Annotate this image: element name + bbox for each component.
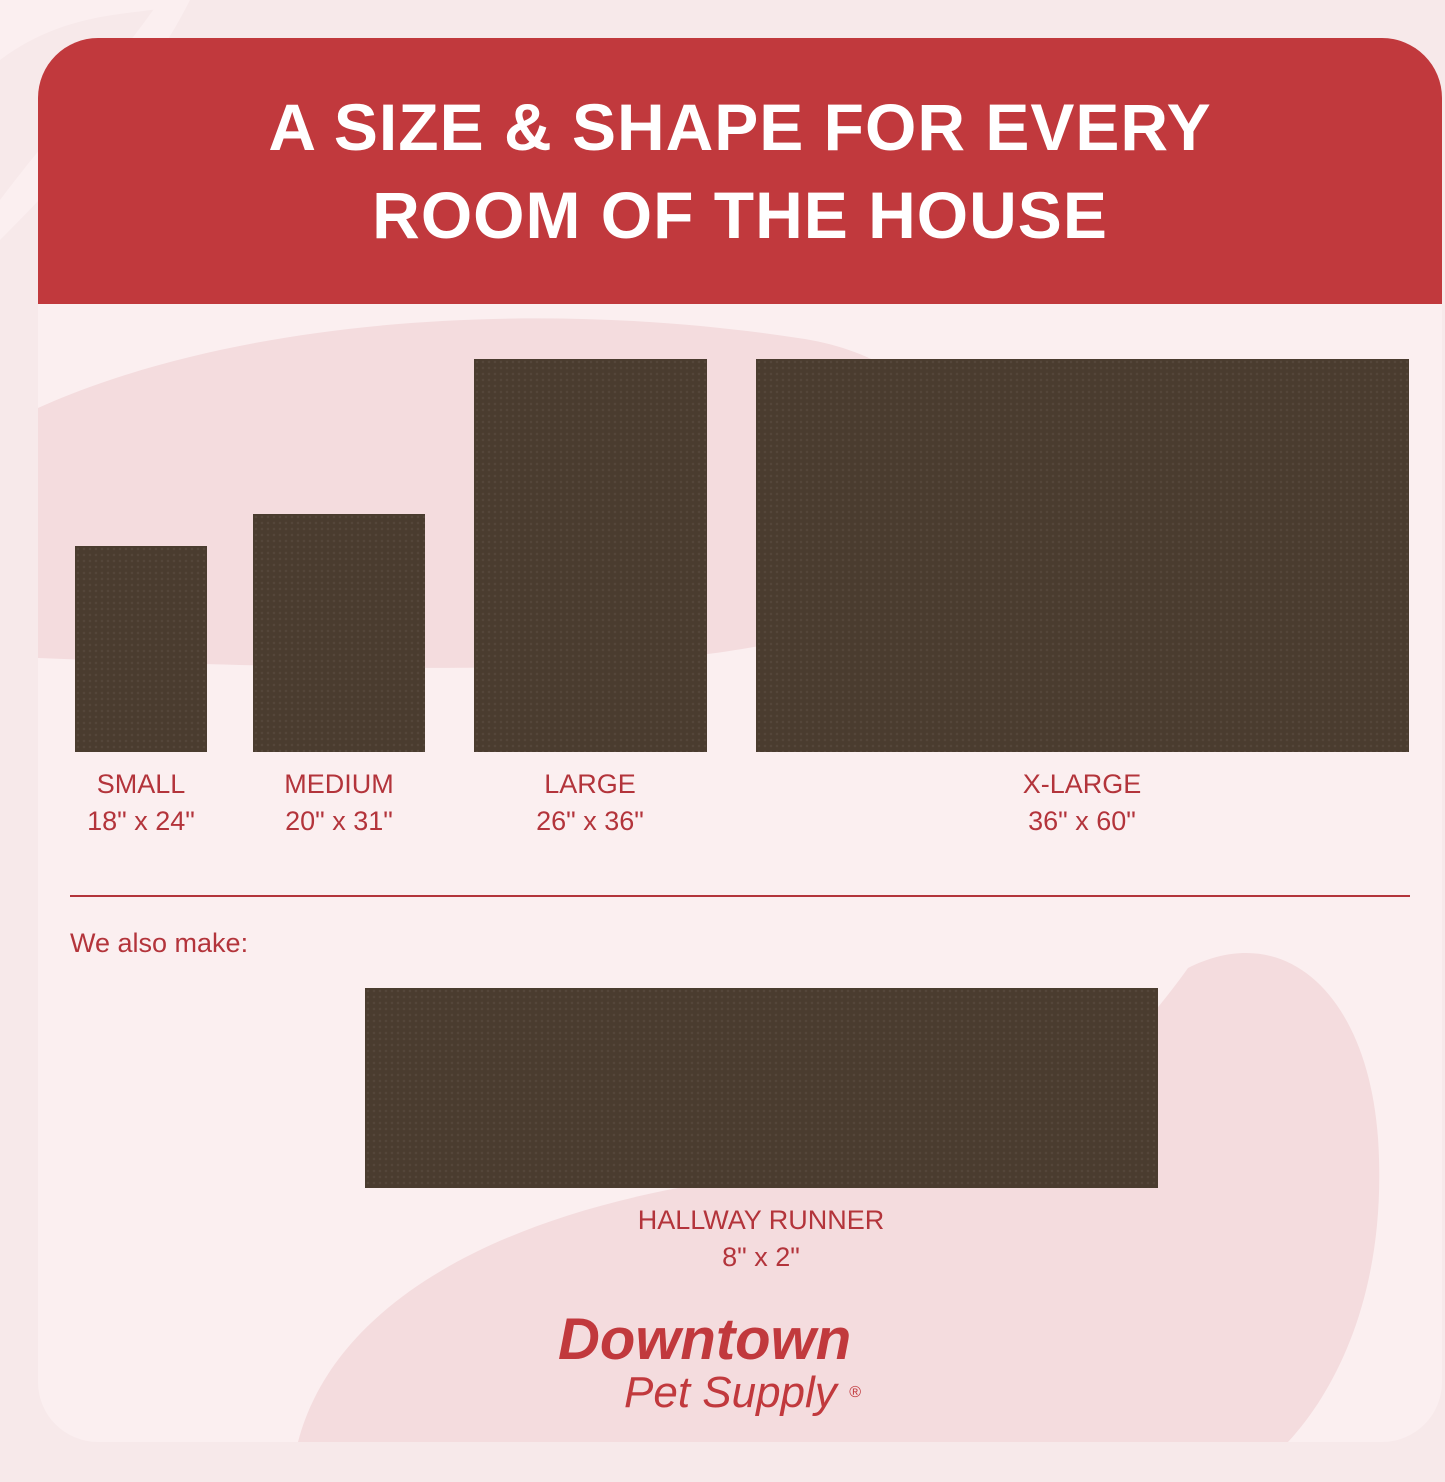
brand-name: Pet Supply xyxy=(624,1368,837,1417)
registered-mark: ® xyxy=(849,1384,861,1401)
size-dims: 26" x 36" xyxy=(536,806,644,836)
mat-large xyxy=(474,359,707,752)
title-line-1: A SIZE & SHAPE FOR EVERY xyxy=(268,90,1212,164)
size-label-xlarge: X-LARGE 36" x 60" xyxy=(982,766,1182,840)
header-banner: A SIZE & SHAPE FOR EVERY ROOM OF THE HOU… xyxy=(38,38,1442,304)
size-name: MEDIUM xyxy=(284,769,394,799)
size-label-small: SMALL 18" x 24" xyxy=(51,766,231,840)
brand-logo: Downtown Pet Supply ® xyxy=(558,1310,918,1416)
mat-hallway-runner xyxy=(365,988,1158,1188)
size-name: X-LARGE xyxy=(1022,769,1142,799)
size-name: HALLWAY RUNNER xyxy=(637,1205,885,1235)
brand-line-2: Pet Supply ® xyxy=(558,1370,918,1416)
size-label-medium: MEDIUM 20" x 31" xyxy=(239,766,439,840)
mat-medium xyxy=(253,514,425,752)
size-label-runner: HALLWAY RUNNER 8" x 2" xyxy=(561,1202,961,1276)
also-make-label: We also make: xyxy=(70,928,249,958)
mat-xlarge xyxy=(756,359,1409,752)
divider xyxy=(70,895,1410,897)
size-label-large: LARGE 26" x 36" xyxy=(490,766,690,840)
brand-line-1: Downtown xyxy=(558,1307,852,1372)
infographic-card: A SIZE & SHAPE FOR EVERY ROOM OF THE HOU… xyxy=(38,38,1442,1442)
size-name: SMALL xyxy=(96,769,186,799)
title-line-2: ROOM OF THE HOUSE xyxy=(372,178,1108,252)
size-dims: 8" x 2" xyxy=(722,1242,800,1272)
size-name: LARGE xyxy=(544,769,636,799)
mat-small xyxy=(75,546,207,752)
size-dims: 20" x 31" xyxy=(285,806,393,836)
size-dims: 36" x 60" xyxy=(1028,806,1136,836)
size-dims: 18" x 24" xyxy=(87,806,195,836)
